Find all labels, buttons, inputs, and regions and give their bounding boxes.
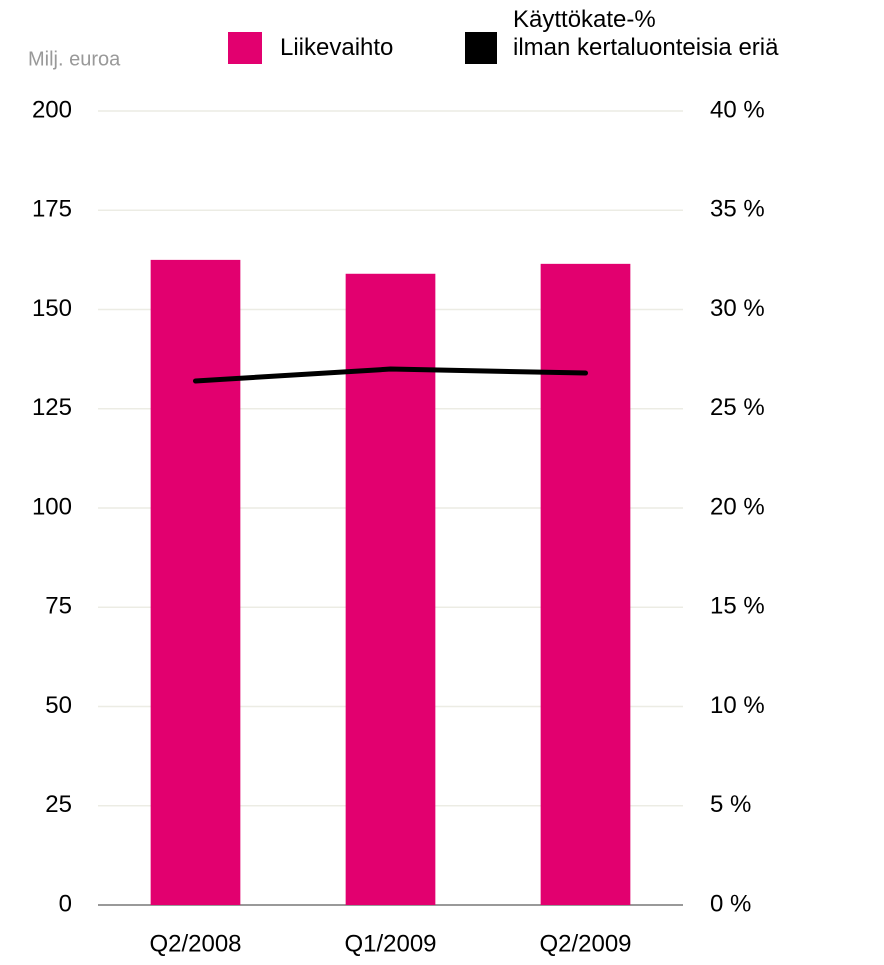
x-tick-label: Q2/2008 xyxy=(149,930,241,957)
bar xyxy=(540,263,631,906)
y2-tick-label: 40 % xyxy=(710,96,765,123)
y2-tick-label: 35 % xyxy=(710,196,765,223)
y-tick-label: 50 xyxy=(45,692,72,719)
legend-label: Liikevaihto xyxy=(280,34,394,61)
y-tick-label: 125 xyxy=(32,394,72,421)
x-tick-label: Q2/2009 xyxy=(539,930,631,957)
legend-swatch xyxy=(465,32,497,64)
y-tick-label: 200 xyxy=(32,96,72,123)
y-tick-label: 25 xyxy=(45,791,72,818)
y-axis-label: Milj. euroa xyxy=(28,48,121,70)
bar xyxy=(345,273,436,905)
y2-tick-label: 25 % xyxy=(710,394,765,421)
legend-label: Käyttökate-% ilman kertaluonteisia eriä xyxy=(513,6,779,61)
y-tick-label: 0 xyxy=(59,890,72,917)
y2-tick-label: 0 % xyxy=(710,890,751,917)
y2-tick-label: 10 % xyxy=(710,692,765,719)
y2-tick-label: 20 % xyxy=(710,493,765,520)
y2-tick-label: 5 % xyxy=(710,791,751,818)
y-tick-label: 150 xyxy=(32,295,72,322)
y-tick-label: 175 xyxy=(32,196,72,223)
bar xyxy=(150,259,241,905)
y-tick-label: 75 xyxy=(45,593,72,620)
y2-tick-label: 30 % xyxy=(710,295,765,322)
y-tick-label: 100 xyxy=(32,493,72,520)
x-tick-label: Q1/2009 xyxy=(344,930,436,957)
y2-tick-label: 15 % xyxy=(710,593,765,620)
legend-swatch xyxy=(228,32,262,64)
line xyxy=(193,366,588,384)
